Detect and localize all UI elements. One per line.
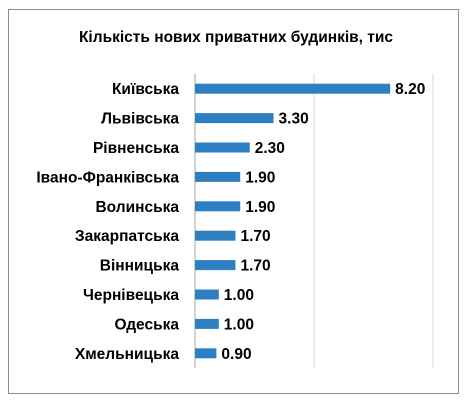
bar [195,260,236,271]
category-label: Львівська [101,111,179,128]
bar [195,318,219,329]
category-label: Івано-Франківська [36,169,179,186]
data-label: 3.30 [279,111,309,128]
data-label: 1.00 [224,316,254,333]
bar [195,142,250,153]
bar [195,230,236,241]
data-label: 0.90 [221,346,251,363]
data-label: 1.90 [245,199,275,216]
bar [195,289,219,300]
category-labels: Київська Львівська Рівненська Івано-Франків… [36,81,179,363]
data-label: 1.70 [240,228,270,245]
data-label: 1.90 [245,169,275,186]
category-label: Одеська [115,316,180,333]
bars [195,83,391,359]
category-label: Вінницька [100,258,180,275]
category-label: Волинська [95,199,179,216]
category-label: Рівненська [93,140,179,157]
bar [195,201,241,212]
data-label: 1.00 [224,287,254,304]
bar [195,348,217,359]
bar [195,171,241,182]
category-label: Чернівецька [83,287,179,304]
chart-title: Кількість нових приватних будинків, тис [79,29,393,46]
bar [195,113,274,124]
data-label: 1.70 [240,258,270,275]
data-label: 2.30 [255,140,285,157]
value-labels: 8.20 3.30 2.30 1.90 1.90 1.70 1.70 1.00 1.00 0.90 [221,81,425,363]
category-label: Закарпатська [75,228,179,245]
category-label: Київська [112,81,179,98]
bar [195,83,391,94]
data-label: 8.20 [395,81,425,98]
category-label: Хмельницька [75,346,180,363]
